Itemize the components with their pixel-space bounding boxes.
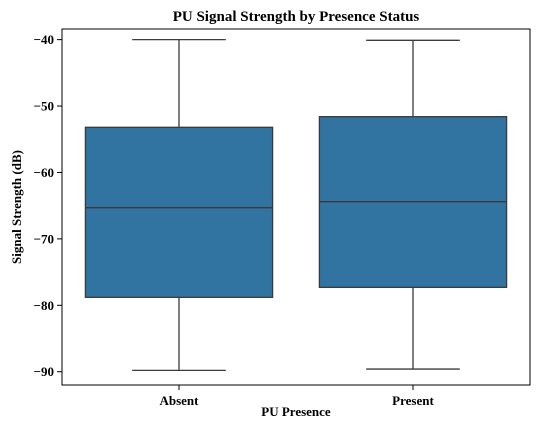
y-tick-label: −40 — [34, 32, 54, 47]
box-absent — [84, 126, 274, 298]
y-tick-label: −50 — [34, 99, 54, 114]
y-tick-label: −90 — [34, 364, 54, 379]
y-tick-label: −70 — [34, 231, 54, 246]
chart-title: PU Signal Strength by Presence Status — [173, 9, 420, 25]
x-tick-label: Absent — [159, 393, 199, 408]
y-tick-label: −80 — [34, 298, 54, 313]
y-tick-label: −60 — [34, 165, 54, 180]
x-tick-label: Present — [392, 393, 434, 408]
y-axis-label: Signal Strength (dB) — [9, 150, 24, 264]
x-axis-label: PU Presence — [261, 404, 331, 419]
axes-frame — [61, 28, 531, 386]
plot-area: −40 −50 −60 −70 −80 −90 Absent Present — [34, 28, 531, 408]
